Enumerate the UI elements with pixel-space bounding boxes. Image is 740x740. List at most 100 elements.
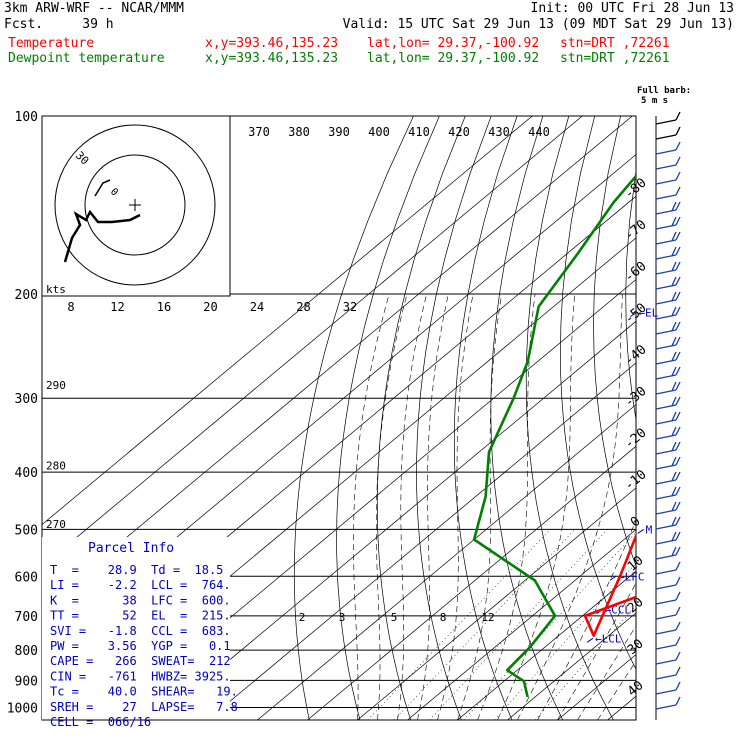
isotherm-line: [357, 487, 636, 720]
isotherm-line: [457, 570, 636, 720]
wind-barb: [655, 336, 681, 350]
wind-barb: [655, 186, 681, 200]
el-marker: ←EL: [638, 307, 658, 320]
moist-adiabat-line: [517, 293, 623, 720]
dry-adiabat-line: [416, 116, 492, 720]
wind-barb: [655, 276, 681, 290]
dry-adiabat-line: [453, 116, 518, 720]
theta-e-label: 440: [528, 125, 550, 139]
wind-barb: [655, 546, 681, 560]
m-marker: M: [646, 523, 653, 536]
wind-barb: [655, 216, 681, 230]
parcel-info-row: K = 38 LFC = 600.: [50, 593, 231, 607]
parcel-info-row: TT = 52 EL = 215.: [50, 609, 231, 623]
hodograph-trace: [63, 209, 141, 263]
mixing-ratio-label: 8: [440, 611, 447, 624]
dry-adiabat-line: [560, 116, 636, 671]
pressure-label: 200: [15, 288, 38, 303]
moist-adiabat-line: [353, 293, 390, 720]
isotherm-label: -70: [622, 217, 650, 244]
dry-adiabat-line: [490, 116, 564, 720]
wind-barb: [655, 111, 681, 125]
moist-adiabat-line: [557, 582, 636, 720]
wind-barb: [655, 306, 681, 320]
storm-motion-marker: [94, 179, 111, 197]
isotherm-line: [407, 529, 636, 720]
hodograph-ring: [84, 154, 186, 256]
isotherm-line: [157, 320, 636, 720]
temperature-trace: [583, 532, 636, 637]
wind-barb: [655, 651, 681, 665]
parcel-info-row: Tc = 40.0 SHEAR= 19.: [50, 685, 238, 699]
temperature-station: stn=DRT ,72261: [560, 36, 670, 51]
wind-barb: [655, 411, 681, 425]
wind-barb: [655, 291, 681, 305]
isotherm-label: -10: [622, 467, 650, 494]
wind-barb: [655, 201, 681, 215]
isotherm-label: 40: [625, 678, 647, 700]
wind-barb: [655, 591, 681, 605]
wind-barb: [655, 696, 681, 710]
dewpoint-legend-label: Dewpoint temperature: [8, 51, 165, 66]
wind-barb: [655, 606, 681, 620]
init-time: Init: 00 UTC Fri 28 Jun 13: [530, 1, 735, 16]
dry-adiabat-line: [687, 116, 740, 720]
isotherm-line: [42, 116, 533, 526]
moist-adiabat-line: [497, 293, 576, 720]
theta-label: 270: [46, 518, 66, 531]
moist-adiabat-line: [437, 293, 474, 720]
theta-e-label: 370: [248, 125, 270, 139]
temperature-xy: x,y=393.46,135.23: [205, 36, 339, 51]
wind-barb: [655, 456, 681, 470]
mixing-ratio-label: 2: [299, 611, 306, 624]
barb-legend-units: 5 m s: [641, 96, 669, 106]
wind-barb: [655, 666, 681, 680]
isotherm-line: [507, 612, 636, 720]
parcel-info-row: LI = -2.2 LCL = 764.: [50, 578, 231, 592]
wind-barb: [655, 141, 681, 155]
parcel-info-row: CAPE = 266 SWEAT= 212: [50, 654, 231, 668]
isotherm-line: [557, 654, 636, 720]
parcel-info-row: SREH = 27 LAPSE= 7.8: [50, 700, 238, 714]
scale-label: 16: [157, 300, 171, 314]
parcel-info-title: Parcel Info: [88, 541, 174, 556]
wind-barb: [655, 426, 681, 440]
dry-adiabat-line: [717, 116, 740, 720]
parcel-info-row: CIN = -761 HWBZ= 3925.: [50, 669, 231, 683]
theta-e-label: 410: [408, 125, 430, 139]
wind-barb: [655, 621, 681, 635]
wind-barb: [655, 381, 681, 395]
isotherm-line: [207, 362, 636, 720]
hodograph-units: kts: [46, 283, 66, 296]
isotherm-line: [307, 445, 636, 720]
dry-adiabat-line: [625, 169, 636, 422]
moist-adiabat-line: [477, 293, 536, 720]
wind-barb: [655, 486, 681, 500]
wind-barb: [655, 246, 681, 260]
temperature-legend-label: Temperature: [8, 36, 95, 51]
isotherm-line: [42, 116, 583, 567]
isotherm-label: -40: [622, 342, 650, 369]
isotherm-line: [657, 116, 740, 720]
pressure-label: 400: [15, 466, 38, 481]
pressure-label: 1000: [7, 701, 38, 716]
ccl-marker: ←CCL: [605, 604, 632, 617]
mixing-ratio-label: 3: [339, 611, 346, 624]
wind-barb: [655, 531, 681, 545]
wind-barb: [655, 681, 681, 695]
pressure-label: 600: [15, 570, 38, 585]
mixing-ratio-line: [367, 529, 551, 720]
theta-e-label: 420: [448, 125, 470, 139]
isotherm-label: -20: [622, 426, 650, 453]
mixing-ratio-line: [494, 562, 636, 720]
temperature-latlon: lat,lon= 29.37,-100.92: [367, 36, 540, 51]
moist-adiabat-line: [417, 293, 449, 720]
theta-e-label: 380: [288, 125, 310, 139]
theta-label: 290: [46, 379, 66, 392]
parcel-info-row: PW = 3.56 YGP = 0.1: [50, 639, 231, 653]
parcel-info-row: T = 28.9 Td = 18.5: [50, 563, 223, 577]
wind-barb: [655, 561, 681, 575]
dry-adiabat-line: [376, 116, 466, 720]
hodograph-ring: [54, 124, 216, 286]
theta-e-label: 390: [328, 125, 350, 139]
